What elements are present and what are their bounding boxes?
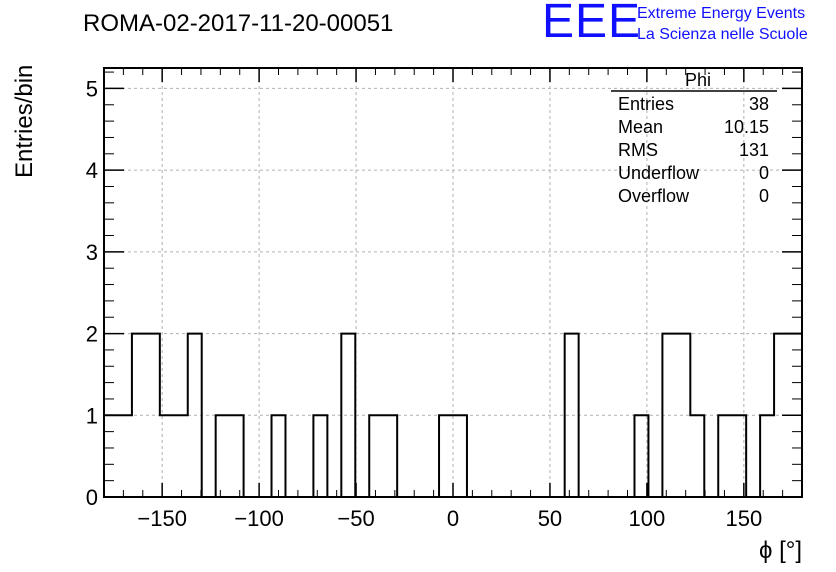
grid-layer	[104, 68, 802, 497]
stats-value: 38	[749, 94, 769, 114]
stats-value: 131	[739, 140, 769, 160]
stats-label: Mean	[618, 117, 663, 137]
stats-label: Entries	[618, 94, 674, 114]
stats-box: Phi Entries 38 Mean 10.15 RMS 131 Underflow 0 Ove…	[611, 70, 777, 206]
stats-label: Underflow	[618, 163, 700, 183]
histogram-bin	[369, 415, 397, 497]
chart-title: ROMA-02-2017-11-20-00051	[83, 10, 394, 37]
histogram-step-line	[104, 332, 802, 498]
x-tick-label: 50	[538, 506, 562, 531]
y-axis-label: Entries/bin	[11, 65, 38, 178]
histogram-bin	[760, 415, 774, 497]
stats-value: 0	[759, 186, 769, 206]
x-tick-label: 100	[629, 506, 666, 531]
x-tick-label: −50	[337, 506, 374, 531]
x-axis-label: ϕ [°]	[759, 537, 802, 564]
stats-box-title: Phi	[685, 70, 711, 90]
y-tick-label: 1	[86, 403, 98, 428]
eee-logo: EEE Extreme Energy Events La Scienza nel…	[542, 0, 832, 48]
histogram-bin	[160, 415, 188, 497]
histogram-bin	[690, 415, 704, 497]
plot-frame	[103, 67, 803, 498]
axes-layer: −150 −100 −50 0 50 100 150 0 1 2 3 4 5	[86, 67, 803, 531]
y-tick-label: 5	[86, 76, 98, 101]
stats-value: 10.15	[724, 117, 769, 137]
eee-logo-line2: La Scienza nelle Scuole	[637, 26, 808, 43]
stats-value: 0	[759, 163, 769, 183]
x-tick-label: −100	[234, 506, 284, 531]
y-tick-label: 2	[86, 322, 98, 347]
histogram-bin	[341, 334, 355, 497]
x-tick-label: 150	[725, 506, 762, 531]
histogram-bin	[272, 415, 286, 497]
eee-logo-letters: EEE	[542, 0, 642, 48]
x-tick-label: −150	[137, 506, 187, 531]
histogram-bin	[718, 415, 746, 497]
y-tick-label: 3	[86, 240, 98, 265]
histogram-bin	[104, 415, 132, 497]
histogram-bin	[313, 415, 327, 497]
y-tick-label: 0	[86, 485, 98, 510]
histogram-layer	[104, 332, 802, 498]
eee-logo-line1: Extreme Energy Events	[637, 5, 806, 22]
stats-label: Overflow	[618, 186, 690, 206]
x-tick-label: 0	[447, 506, 459, 531]
y-tick-label: 4	[86, 158, 98, 183]
histogram-bin	[216, 415, 244, 497]
stats-label: RMS	[618, 140, 658, 160]
